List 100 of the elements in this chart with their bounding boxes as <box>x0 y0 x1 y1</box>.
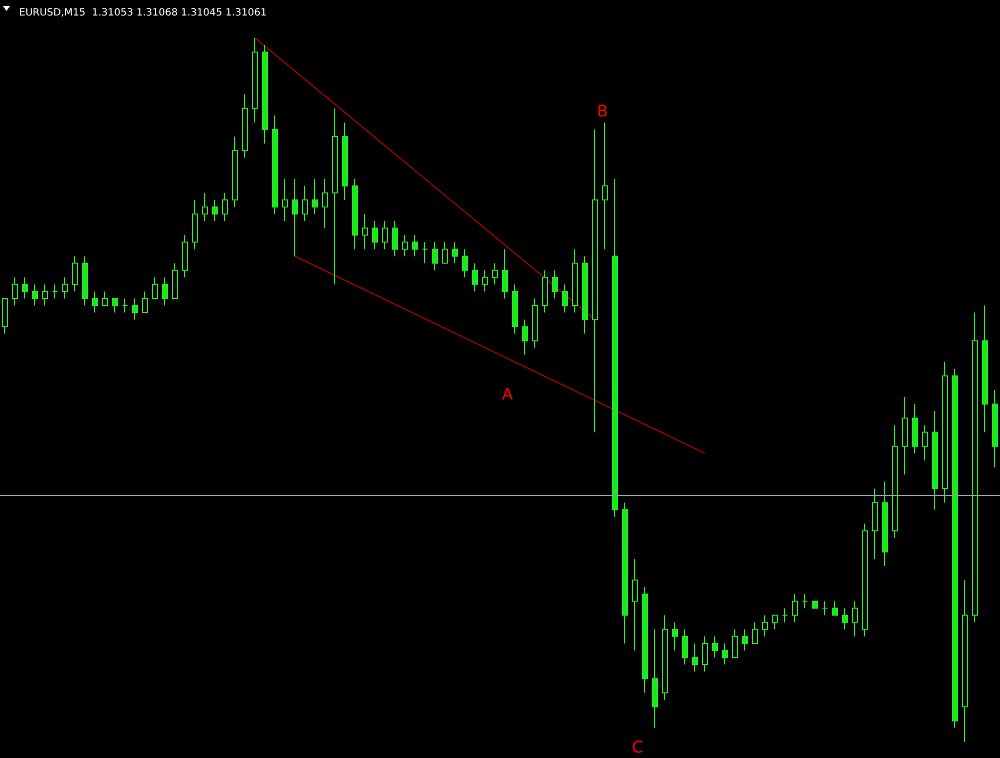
candlestick <box>202 192 208 222</box>
candlestick <box>732 628 738 658</box>
candlestick <box>112 298 118 314</box>
candlestick <box>972 312 978 623</box>
candlestick <box>942 361 948 504</box>
candlestick <box>142 290 148 314</box>
candlestick <box>82 256 88 306</box>
annotation: C <box>632 738 644 756</box>
candlestick <box>632 558 638 651</box>
candlestick <box>602 122 608 250</box>
candlestick <box>172 262 178 299</box>
candlestick <box>122 298 128 314</box>
candlestick <box>162 276 168 306</box>
candlestick <box>662 614 668 700</box>
candlestick <box>892 424 898 538</box>
candlestick <box>952 368 958 728</box>
candlestick <box>782 608 788 623</box>
candlestick <box>212 199 218 222</box>
candlestick <box>222 192 228 222</box>
candlestick <box>832 600 838 616</box>
candlestick <box>192 199 198 250</box>
candlestick <box>982 305 988 433</box>
candlestick <box>392 220 398 257</box>
candlestick <box>592 129 598 433</box>
candlestick <box>242 94 248 158</box>
candlestick <box>612 178 618 518</box>
candlestick <box>672 622 678 651</box>
candlestick <box>752 622 758 644</box>
candlestick <box>542 270 548 314</box>
candlestick <box>302 185 308 222</box>
candlestick <box>762 614 768 637</box>
candlestick <box>902 396 908 475</box>
candlestick <box>882 481 888 566</box>
candlestick <box>812 600 818 609</box>
candlestick <box>582 256 588 334</box>
candlestick <box>402 234 408 257</box>
candlestick <box>772 614 778 630</box>
candlestick <box>722 642 728 666</box>
candlestick <box>32 284 38 306</box>
candlestick <box>872 488 878 560</box>
candlestick <box>322 178 328 229</box>
candlestick <box>12 276 18 306</box>
candlestick <box>422 242 428 264</box>
candlestick <box>152 276 158 299</box>
candlestick <box>922 424 928 461</box>
candlestick <box>462 248 468 278</box>
candlestick <box>572 248 578 314</box>
candlestick <box>472 262 478 292</box>
candlestick <box>532 298 538 348</box>
candlestick <box>492 262 498 285</box>
candlestick <box>642 586 648 694</box>
candlestick <box>692 642 698 672</box>
candlestick <box>272 114 278 214</box>
candlestick <box>232 136 238 208</box>
candlestick <box>262 44 268 144</box>
annotation: B <box>597 102 608 120</box>
candlestick <box>292 178 298 257</box>
candlestick <box>802 594 808 609</box>
candlestick <box>822 600 828 616</box>
candlestick <box>42 284 48 306</box>
candlestick <box>742 628 748 651</box>
candlestick <box>512 284 518 334</box>
candlestick <box>442 242 448 264</box>
candlestick <box>702 636 708 672</box>
candlestick <box>62 276 68 299</box>
candlestick <box>102 290 108 306</box>
candlestick <box>382 220 388 250</box>
candlestick <box>622 502 628 644</box>
candlestick <box>852 600 858 637</box>
candlestick <box>562 284 568 314</box>
candlestick <box>22 276 28 299</box>
candlestick <box>452 242 458 264</box>
candlestick <box>962 580 968 742</box>
chart-title: EURUSD,M15 1.31053 1.31068 1.31045 1.31061 <box>19 8 267 18</box>
candlestick <box>362 214 368 250</box>
candlestick <box>432 242 438 271</box>
candlestick <box>132 298 138 320</box>
candlestick <box>352 178 358 250</box>
candlestick <box>252 38 258 123</box>
candlestick <box>312 178 318 214</box>
candlestick <box>482 270 488 292</box>
candlestick <box>792 594 798 623</box>
candlestick <box>652 628 658 728</box>
candlestick <box>92 290 98 314</box>
candlestick <box>182 234 188 278</box>
candlestick <box>992 390 998 468</box>
candlestick <box>552 270 558 299</box>
candlestick <box>372 220 378 250</box>
candlestick <box>412 234 418 257</box>
candlestick <box>72 256 78 292</box>
candlestick <box>932 410 938 510</box>
candlestick <box>842 608 848 630</box>
candlestick <box>912 404 918 454</box>
candlestick <box>522 319 528 356</box>
candlestick <box>682 628 688 666</box>
candlestick <box>712 636 718 658</box>
candlestick <box>502 248 508 299</box>
candlestick <box>2 298 8 334</box>
candlestick <box>342 122 348 200</box>
annotation: A <box>502 384 513 404</box>
